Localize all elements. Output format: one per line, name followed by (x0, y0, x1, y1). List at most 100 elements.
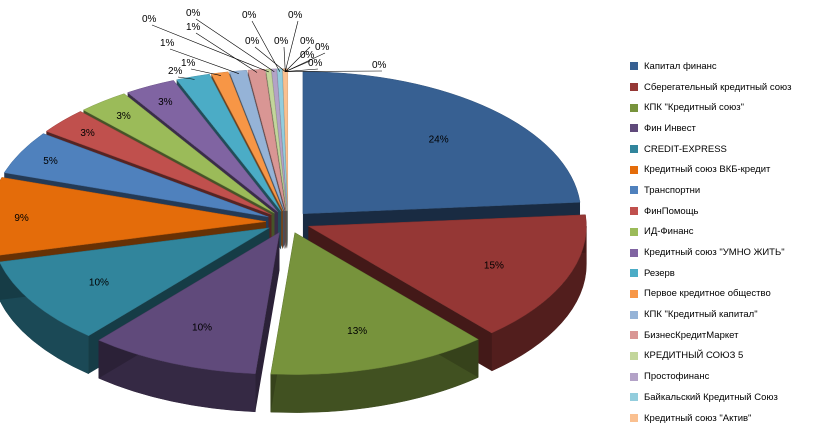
pie-slice-top (3, 133, 269, 218)
legend-swatch (630, 310, 638, 319)
legend-label: Кредитный союз "Актив" (644, 412, 752, 424)
leader-line (285, 68, 319, 72)
pie-slice-top (98, 231, 280, 375)
legend-swatch (630, 186, 638, 195)
data-label: 0% (142, 14, 157, 25)
data-label: 10% (89, 278, 109, 289)
legend-swatch (630, 165, 638, 174)
data-label: 1% (181, 58, 196, 69)
leader-line (169, 48, 239, 74)
data-label: 9% (14, 213, 29, 224)
legend-swatch (630, 393, 638, 402)
legend-item: КПК "Кредитный союз" (630, 97, 826, 118)
leader-line (285, 70, 383, 72)
leader-line (151, 24, 269, 73)
pie-slice-top (271, 68, 288, 211)
data-label: 3% (80, 128, 95, 139)
data-label: 0% (245, 36, 260, 47)
data-label: 1% (186, 22, 201, 33)
legend-label: Капитал финанс (644, 60, 717, 72)
pie-slice-top (265, 68, 287, 211)
legend-item: КПК "Кредитный капитал" (630, 304, 826, 325)
leader-line (190, 68, 222, 76)
chart-legend: Капитал финанс Сберегательный кредитный с… (630, 56, 826, 428)
pie-slice-side (255, 232, 280, 412)
legend-swatch (630, 248, 638, 257)
legend-swatch (630, 289, 638, 298)
legend-item: CREDIT-EXPRESS (630, 139, 826, 160)
pie-slice-top (127, 80, 279, 213)
pie-slice-top (302, 71, 581, 215)
legend-item: БизнесКредитМаркет (630, 325, 826, 346)
legend-swatch (630, 103, 638, 112)
data-label: 0% (274, 36, 289, 47)
data-label: 0% (300, 50, 315, 61)
legend-item: ИД-Финанс (630, 222, 826, 243)
legend-label: Фин Инвест (644, 122, 696, 134)
legend-item: Капитал финанс (630, 56, 826, 77)
legend-label: Первое кредитное общество (644, 288, 771, 300)
legend-item: Транспортни (630, 180, 826, 201)
data-label: 3% (158, 97, 173, 108)
data-label: 0% (186, 8, 201, 19)
legend-swatch (630, 83, 638, 92)
legend-swatch (630, 145, 638, 154)
legend-label: КПК "Кредитный союз" (644, 102, 745, 114)
legend-label: Транспортни (644, 184, 701, 196)
data-label: 3% (116, 111, 131, 122)
data-label: 24% (429, 135, 449, 146)
legend-label: Резерв (644, 267, 675, 279)
legend-label: CREDIT-EXPRESS (644, 143, 727, 155)
pie-slice-top (270, 232, 479, 375)
legend-item: Кредитный союз ВКБ-кредит (630, 159, 826, 180)
pie-slice-top (82, 93, 275, 214)
legend-swatch (630, 62, 638, 71)
data-label: 0% (242, 10, 257, 21)
pie-slice-top (45, 111, 272, 215)
data-label: 15% (484, 261, 504, 272)
data-label: 0% (300, 36, 315, 47)
legend-swatch (630, 227, 638, 236)
legend-label: Кредитный союз ВКБ-кредит (644, 164, 771, 176)
pie-slice-top (0, 177, 267, 256)
leader-line (177, 76, 195, 80)
pie-slice-top (0, 227, 270, 337)
pie-slice-top (307, 214, 587, 334)
legend-item: Фин Инвест (630, 118, 826, 139)
data-label: 13% (347, 326, 367, 337)
legend-item: Кредитный союз "Актив" (630, 408, 826, 429)
data-label: 10% (192, 323, 212, 334)
legend-swatch (630, 351, 638, 360)
legend-item: ФинПомощь (630, 201, 826, 222)
legend-item: Резерв (630, 263, 826, 284)
legend-label: ФинПомощь (644, 205, 699, 217)
legend-label: КПК "Кредитный капитал" (644, 309, 758, 321)
data-label: 0% (315, 42, 330, 53)
data-label: 0% (288, 10, 303, 21)
pie-slice-3 (270, 232, 479, 413)
leader-line (283, 46, 286, 72)
pie-slice-top (176, 73, 282, 212)
pie-slice-top (229, 69, 285, 212)
pie-slice-top (210, 71, 284, 212)
legend-item: КРЕДИТНЫЙ СОЮЗ 5 (630, 346, 826, 367)
legend-swatch (630, 372, 638, 381)
legend-swatch (630, 207, 638, 216)
data-label: 2% (168, 66, 183, 77)
data-label: 1% (160, 38, 175, 49)
legend-label: Байкальский Кредитный Союз (644, 391, 778, 403)
legend-item: Простофинанс (630, 366, 826, 387)
legend-swatch (630, 124, 638, 133)
leader-line (195, 32, 258, 73)
legend-label: КРЕДИТНЫЙ СОЮЗ 5 (644, 350, 744, 362)
legend-item: Кредитный союз "УМНО ЖИТЬ" (630, 242, 826, 263)
legend-label: Простофинанс (644, 371, 710, 383)
legend-label: ИД-Финанс (644, 226, 694, 238)
data-label: 0% (372, 60, 387, 71)
pie-slice-top (247, 68, 286, 211)
legend-label: Сберегательный кредитный союз (644, 81, 792, 93)
leader-line (284, 20, 299, 72)
data-label: 0% (308, 58, 323, 69)
legend-label: БизнесКредитМаркет (644, 329, 739, 341)
